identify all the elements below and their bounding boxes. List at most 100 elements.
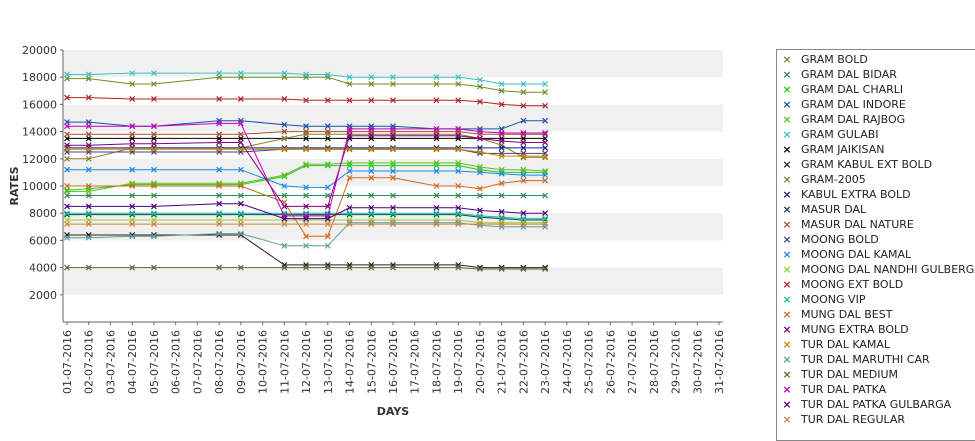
data-point [237,139,244,146]
y-tick-label: 12000 [22,153,57,166]
legend-item: × TUR DAL PATKA GULBARGA [777,397,951,412]
series-line [67,76,546,93]
legend-label: KABUL EXTRA BOLD [801,188,911,201]
data-point [129,264,136,271]
grid-band [63,240,723,268]
data-point [324,264,331,271]
data-point [542,153,549,160]
x-tick-label: 10-07-2016 [257,330,270,394]
legend-label: TUR DAL MARUTHI CAR [801,353,930,366]
legend-label: MUNG DAL BEST [801,308,893,321]
data-point [129,221,136,228]
data-point [542,266,549,272]
data-point [303,97,309,104]
data-point [324,233,331,240]
legend-label: MOONG DAL NANDHI GULBERGA [801,263,975,276]
data-point [390,210,396,217]
x-tick-label: 25-07-2016 [583,330,596,394]
data-point [433,192,440,199]
data-point [520,221,527,228]
data-point [303,264,309,271]
x-tick-label: 15-07-2016 [365,330,378,394]
data-point [281,146,288,153]
data-point [455,74,462,81]
data-point [498,81,505,87]
x-tick-label: 12-07-2016 [300,330,313,394]
line-chart: 2000 4000 6000 8000 10000 12000 14000 16000 1800… [8,44,726,418]
data-point [433,81,440,87]
legend-label: MOONG EXT BOLD [801,278,904,291]
x-tick-label: 31-07-2016 [713,330,726,394]
data-point [520,117,527,124]
chart-legend: × GRAM BOLD × GRAM DAL BIDAR × GRAM DAL CHARL… [776,49,975,441]
series-line [67,162,546,192]
legend-label: TUR DAL MEDIUM [801,368,899,381]
data-point [455,81,462,87]
data-point [216,70,223,77]
legend-label: GRAM GULABI [801,128,879,141]
data-point [151,123,157,130]
data-point [281,203,288,210]
data-point [498,180,505,187]
data-point [433,159,440,166]
y-tick-label: 14000 [22,126,57,139]
data-point [542,192,549,199]
data-point [303,242,309,249]
grid-band [63,104,723,132]
data-point [216,210,223,217]
x-tick-label: 26-07-2016 [604,330,617,394]
legend-label: GRAM DAL BIDAR [801,68,897,81]
data-point [477,98,483,105]
data-point [477,207,483,214]
data-point [433,221,440,228]
data-point [346,174,353,181]
series-line [67,234,546,269]
data-point [455,221,462,228]
data-point [324,215,331,222]
data-point [346,74,353,81]
legend-marker-icon: × [782,338,792,351]
legend-item: × MUNG EXTRA BOLD [777,322,908,337]
x-tick-label: 22-07-2016 [517,330,530,394]
data-point [455,159,462,166]
series-line [67,122,546,217]
data-point [303,221,309,228]
data-point [368,264,375,271]
data-point [542,215,549,222]
data-point [281,192,288,199]
legend-marker-icon: × [782,83,792,96]
data-point [498,87,505,94]
y-axis-ticks: 2000 4000 6000 8000 10000 12000 14000 16000 1800… [22,44,63,302]
data-point [498,144,505,151]
data-point [237,166,244,173]
legend-marker-icon: × [782,68,792,81]
data-point [64,221,70,228]
legend-marker-icon: × [782,98,792,111]
x-tick-label: 30-07-2016 [691,330,704,394]
data-point [237,200,244,207]
data-point [520,130,527,136]
data-point [324,221,331,228]
data-point [346,264,353,271]
data-point [85,71,92,78]
data-point [368,221,375,228]
data-point [498,221,505,228]
data-point [455,168,462,174]
data-point [433,97,440,104]
data-point [129,146,136,153]
y-tick-label: 2000 [29,289,57,302]
data-point [346,192,353,199]
legend-item: × GRAM GULABI [777,127,879,142]
data-point [498,153,505,160]
data-point [368,97,375,104]
data-point [64,183,70,189]
series [64,166,549,191]
legend-item: × GRAM DAL BIDAR [777,67,897,82]
data-point [85,123,92,130]
data-point [542,139,549,146]
data-point [216,230,223,237]
legend-label: MASUR DAL [801,203,867,216]
y-tick-label: 20000 [22,44,57,57]
data-point [477,149,483,155]
data-point [324,97,331,104]
